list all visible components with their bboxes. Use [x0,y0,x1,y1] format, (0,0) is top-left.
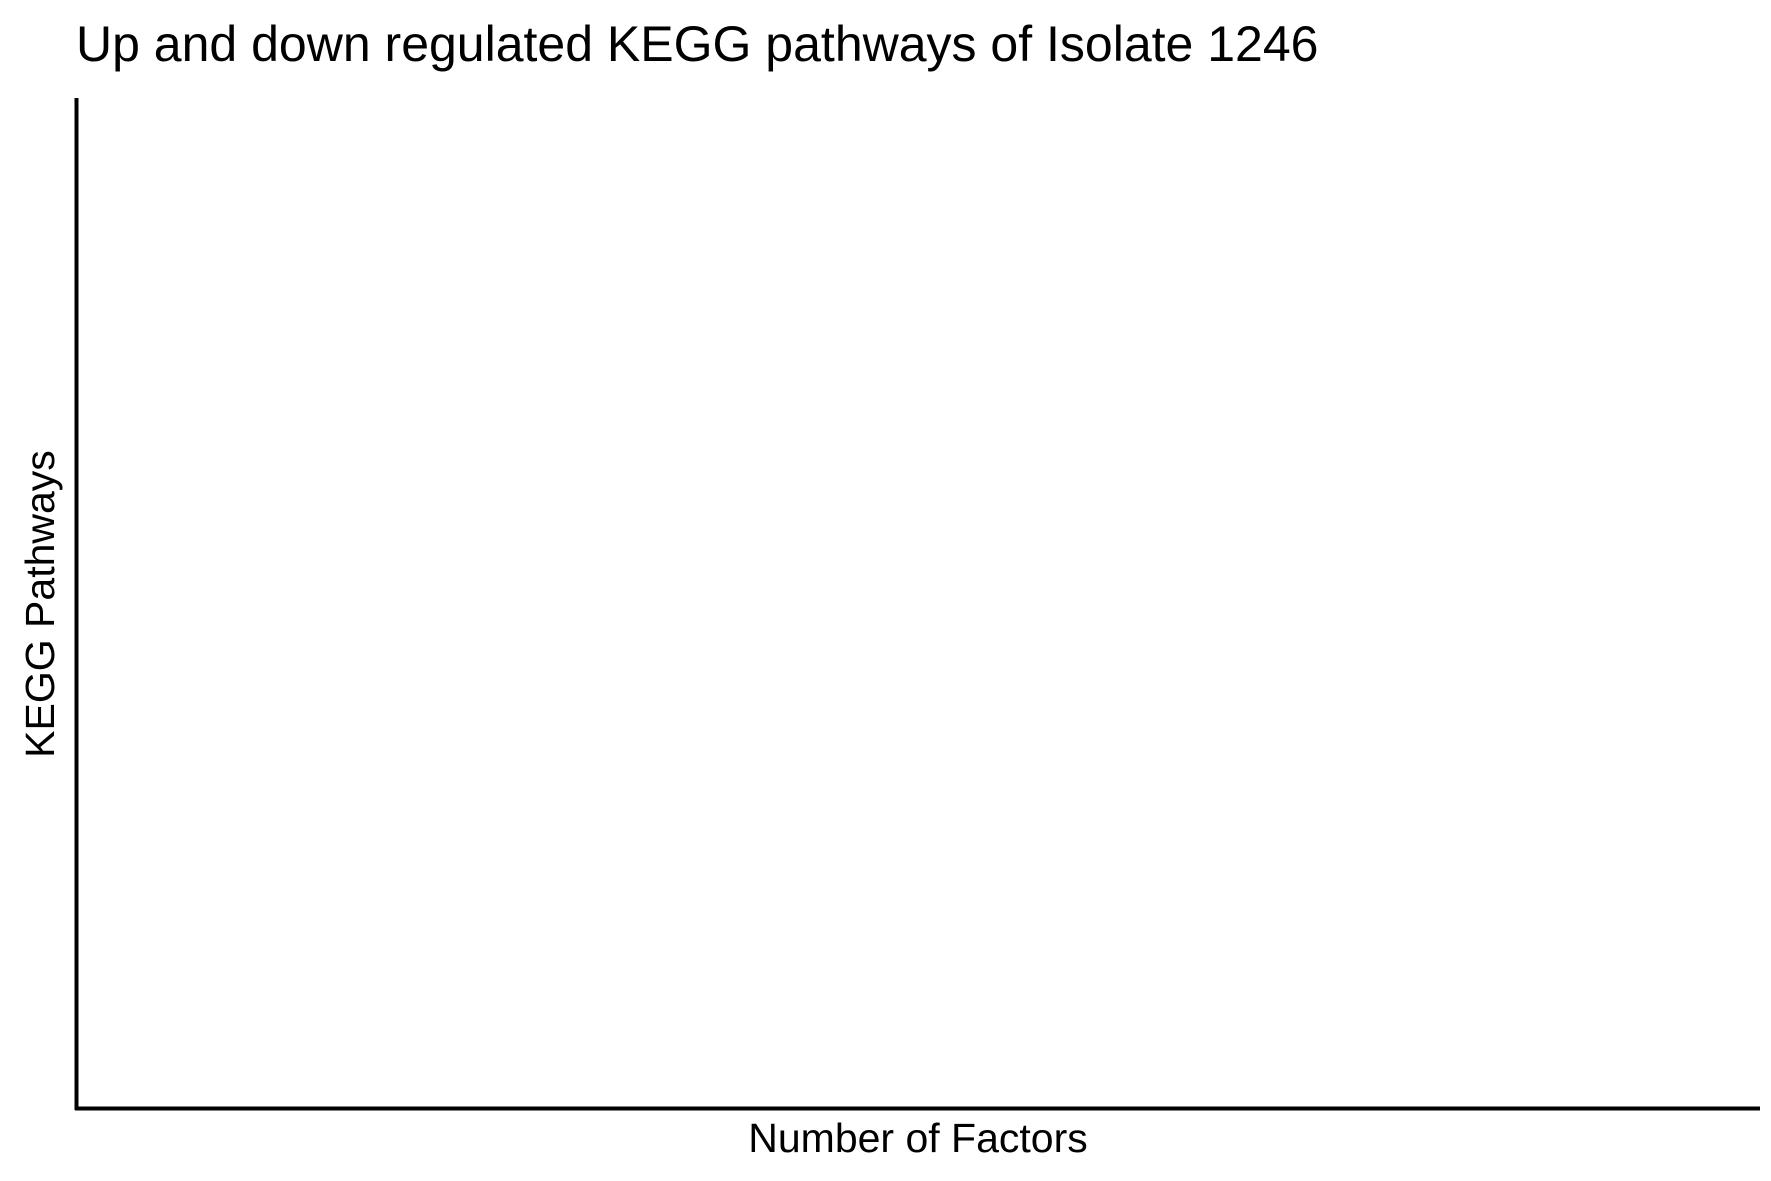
y-axis-label: KEGG Pathways [17,450,63,758]
chart-title: Up and down regulated KEGG pathways of I… [76,16,1319,72]
x-axis-label: Number of Factors [748,1115,1088,1161]
